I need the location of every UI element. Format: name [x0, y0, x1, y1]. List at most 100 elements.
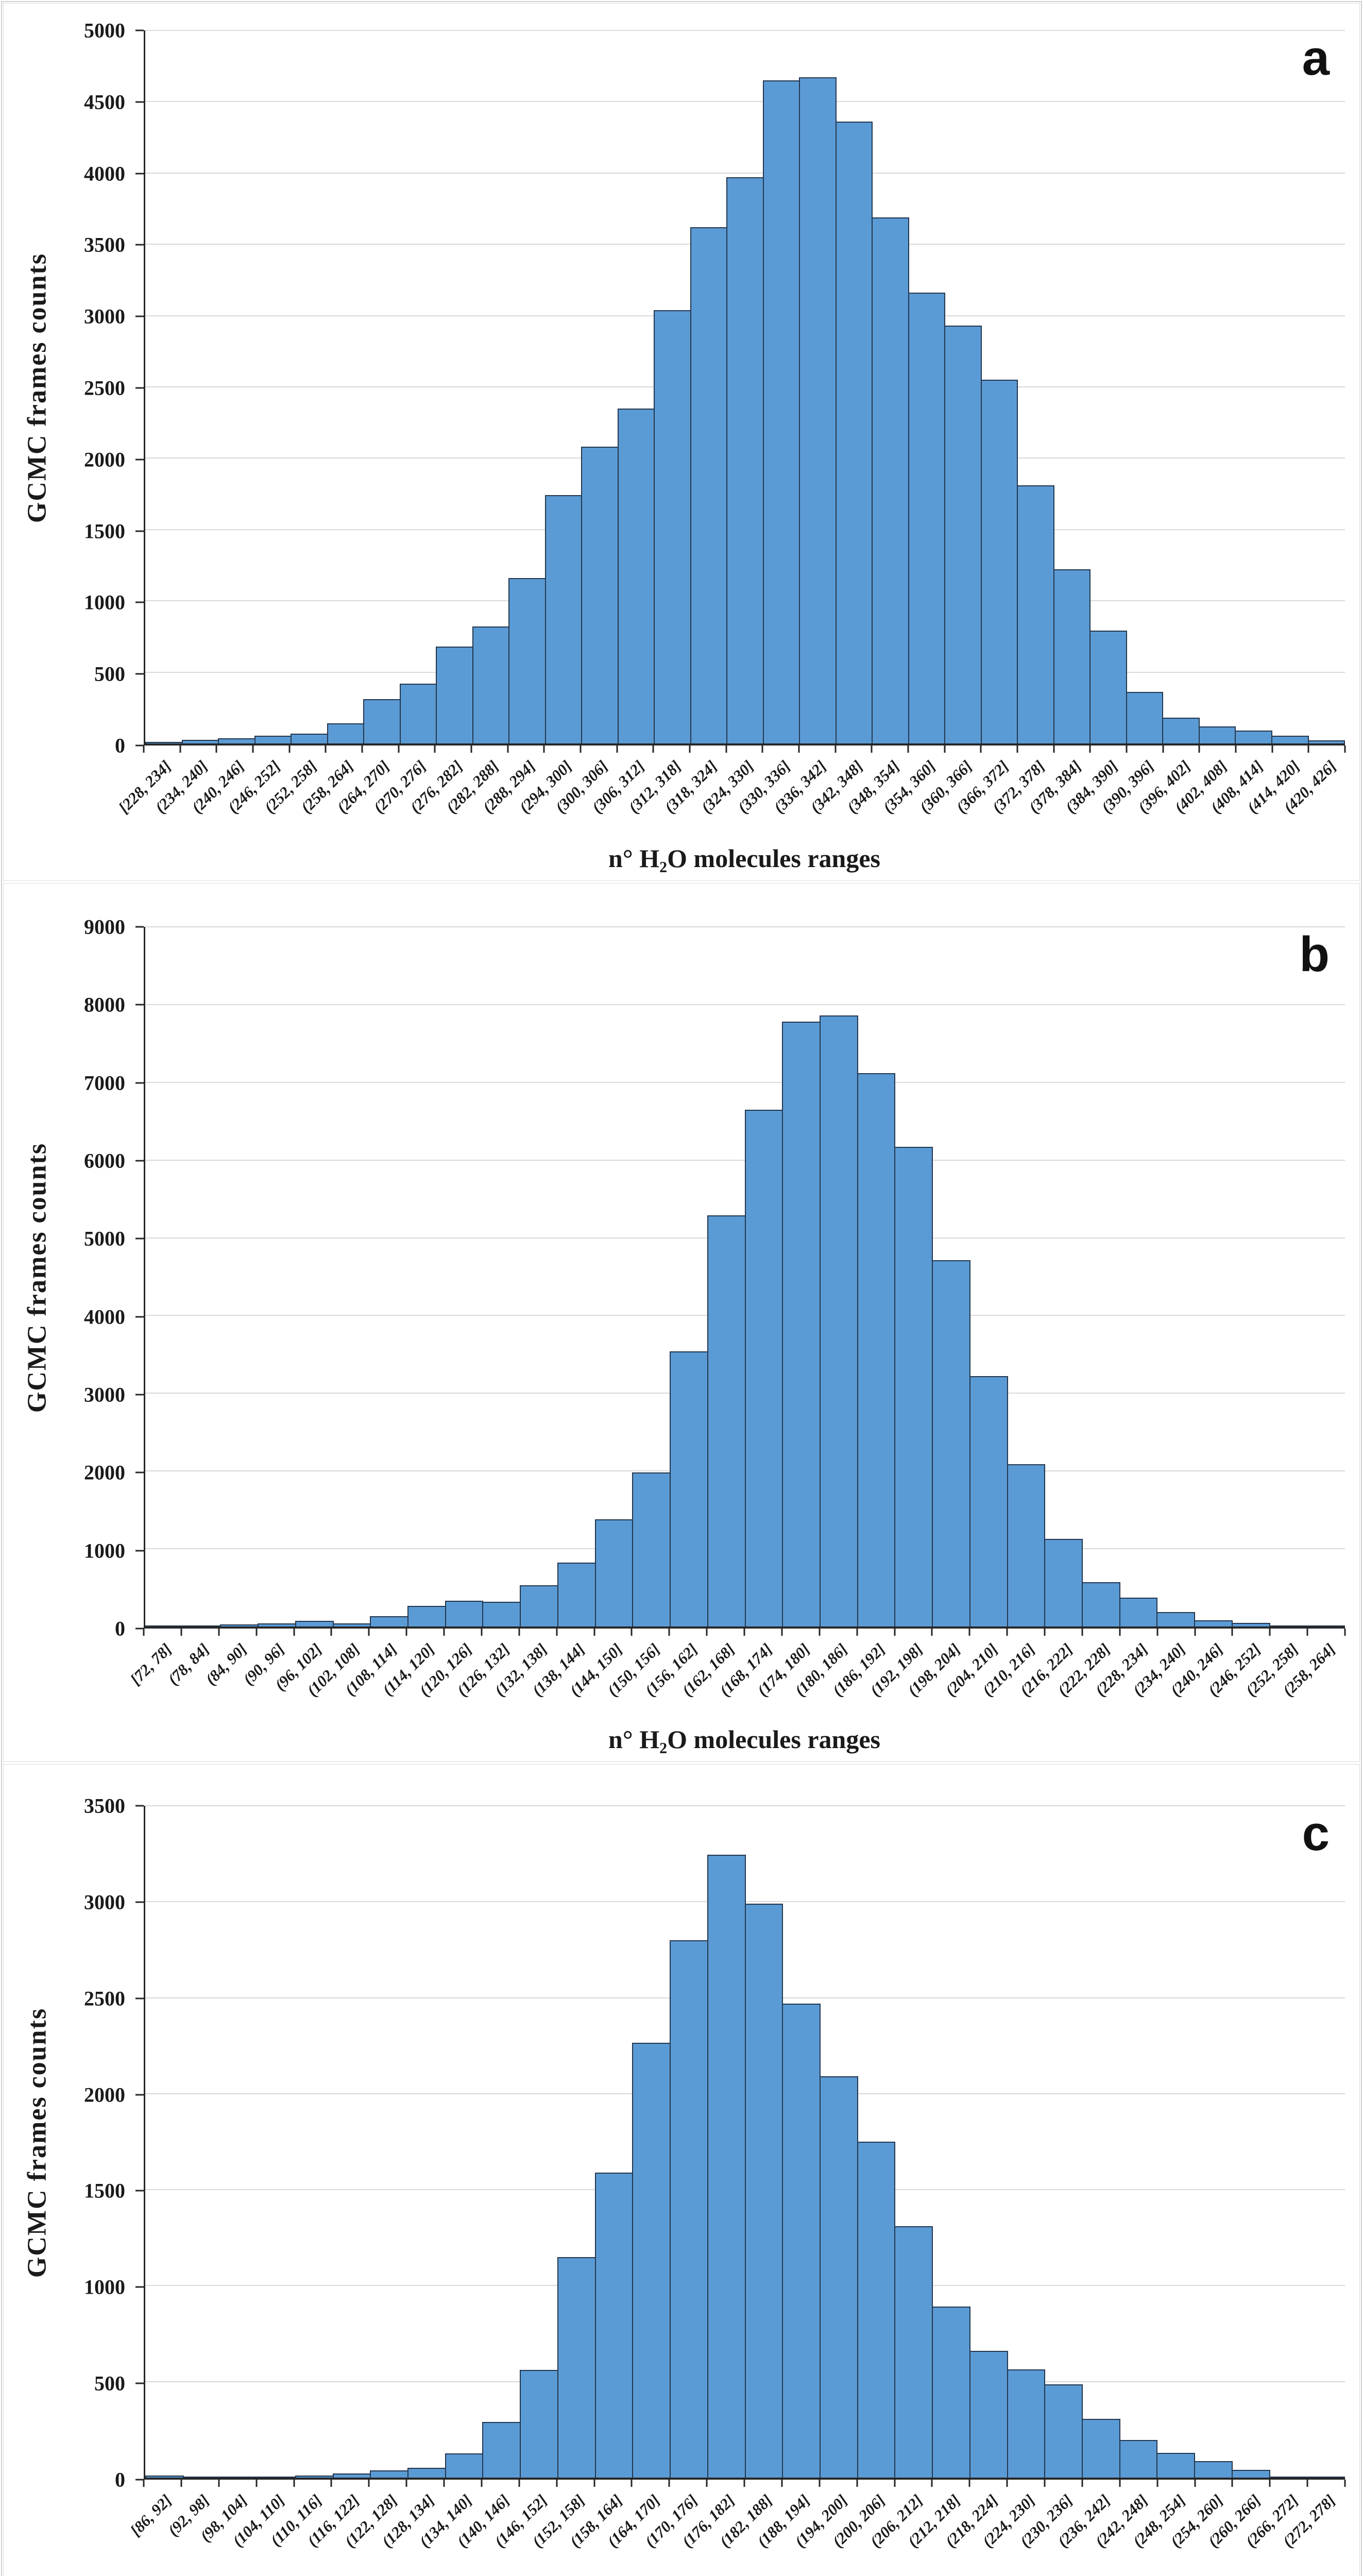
x-tick-mark [706, 2480, 708, 2487]
x-tick-mark [819, 1629, 821, 1636]
x-tick-mark [368, 2480, 370, 2487]
x-tick-mark [405, 2480, 407, 2487]
y-tick-mark [135, 459, 144, 461]
x-tick-mark [518, 1629, 520, 1636]
x-tick-mark [1307, 745, 1309, 753]
bar-(140, 146] [482, 2421, 521, 2478]
bar-(212, 218] [932, 2307, 970, 2478]
bar-(260, 266] [1231, 2470, 1270, 2478]
x-tick-mark [593, 2480, 595, 2487]
y-tick-mark [135, 744, 144, 747]
bar-(84, 90] [220, 1624, 259, 1626]
bar-(234, 240] [1156, 1612, 1196, 1626]
x-tick-mark [580, 745, 582, 753]
histogram-panel-b: GCMC frames counts 0 1000 2000 3000 4000 5000… [3, 883, 1360, 1762]
x-tick-mark [1044, 2480, 1046, 2487]
x-tick-mark [1344, 2480, 1346, 2487]
y-tick-label: 2000 [84, 1461, 125, 1484]
bar-(78, 84] [182, 1625, 222, 1626]
panel-letter: c [1302, 1806, 1330, 1861]
bar-(414, 420] [1271, 735, 1309, 743]
y-tick-label: 3500 [84, 233, 125, 257]
bar-(246, 252] [1231, 1623, 1270, 1626]
y-tick-label: 0 [115, 1617, 125, 1640]
y-tick-label: 1000 [84, 590, 125, 614]
bar-(192, 198] [894, 1147, 933, 1626]
bar-(222, 228] [1081, 1582, 1120, 1626]
y-tick-mark [135, 1997, 144, 1999]
bar-(408, 414] [1235, 731, 1272, 743]
bar-(200, 206] [857, 2142, 896, 2478]
panel-letter: a [1302, 30, 1330, 86]
x-tick-mark [1235, 745, 1237, 753]
bar-(420, 426] [1307, 740, 1345, 743]
x-tick-label-text: [72, 78] [127, 1640, 176, 1689]
x-tick-mark [1006, 1629, 1008, 1636]
bar-(248, 254] [1156, 2452, 1196, 2478]
bar-(92, 98] [182, 2477, 222, 2478]
y-tick-label: 1000 [84, 2275, 125, 2299]
bar-(146, 152] [520, 2370, 558, 2478]
bar-(254, 260] [1194, 2461, 1233, 2478]
bar-(96, 102] [295, 1621, 334, 1626]
y-tick-label: 8000 [84, 993, 125, 1016]
x-tick-mark [405, 1629, 407, 1636]
y-tick-label: 7000 [84, 1071, 125, 1095]
x-tick-mark [668, 2480, 670, 2487]
y-tick-label: 500 [94, 662, 125, 686]
bar-(206, 212] [894, 2226, 933, 2478]
y-tick-mark [135, 2479, 144, 2481]
x-tick-mark [652, 745, 654, 753]
bar-(188, 194] [782, 2003, 821, 2478]
bar-(246, 252] [254, 735, 292, 743]
bar-(152, 158] [557, 2257, 596, 2478]
y-tick-label: 5000 [84, 19, 125, 42]
y-tick-mark [135, 1901, 144, 1903]
x-tick-mark [293, 2480, 295, 2487]
bar-(330, 336] [762, 80, 800, 743]
bars [145, 30, 1345, 743]
bar-(266, 272] [1269, 2477, 1308, 2478]
bar-[86, 92] [145, 2475, 184, 2478]
bar-(110, 116] [295, 2475, 334, 2478]
x-tick-mark [215, 745, 217, 753]
x-tick-mark [1271, 745, 1273, 753]
y-tick-mark [135, 1316, 144, 1318]
gridline [145, 926, 1345, 927]
x-tick-mark [798, 745, 800, 753]
bar-(252, 258] [1269, 1625, 1308, 1626]
bar-(378, 384] [1053, 569, 1091, 743]
gridline [145, 1004, 1345, 1005]
x-tick-mark [255, 1629, 258, 1636]
x-tick-mark [218, 2480, 220, 2487]
x-tick-mark [968, 1629, 970, 1636]
x-tick-mark [1306, 2480, 1308, 2487]
bar-(150, 156] [632, 1472, 671, 1626]
x-tick-mark [368, 1629, 370, 1636]
bar-(236, 242] [1081, 2419, 1120, 2478]
x-tick-label-text: (84, 90] [201, 1640, 250, 1689]
y-tick-label: 2000 [84, 2083, 125, 2107]
x-tick-mark [980, 745, 982, 753]
bar-(216, 222] [1044, 1538, 1083, 1626]
x-tick-mark [931, 1629, 933, 1636]
bar-(228, 234] [1119, 1598, 1158, 1626]
gridline [145, 1081, 1345, 1083]
bar-(170, 176] [670, 1940, 708, 2478]
x-tick-mark [631, 2480, 633, 2487]
bar-(98, 104] [220, 2477, 259, 2478]
bar-[228, 234] [145, 742, 183, 743]
bar-(156, 162] [670, 1351, 708, 1626]
x-tick-mark [218, 1629, 220, 1636]
bar-(102, 108] [332, 1623, 371, 1626]
y-tick-label: 4000 [84, 162, 125, 185]
y-tick-label: 3500 [84, 1794, 125, 1818]
y-tick-mark [135, 1160, 144, 1162]
x-tick-mark [968, 2480, 970, 2487]
y-tick-mark [135, 1550, 144, 1552]
bar-(132, 138] [520, 1585, 558, 1626]
bar-(198, 204] [932, 1260, 970, 1626]
y-tick-label: 3000 [84, 1890, 125, 1914]
y-tick-label: 3000 [84, 304, 125, 328]
